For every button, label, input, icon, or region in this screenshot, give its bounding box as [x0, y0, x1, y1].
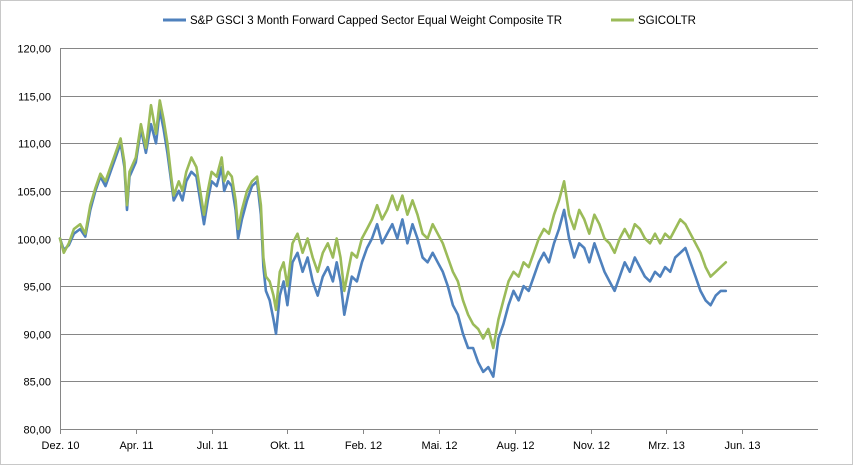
x-tick-label: Aug. 12 [497, 440, 535, 452]
y-tick-label: 115,00 [18, 92, 51, 104]
y-tick-label: 85,00 [23, 377, 51, 389]
x-tick-label: Feb. 12 [345, 440, 382, 452]
y-tick-label: 90,00 [23, 330, 51, 342]
legend-label-sgicoltr: SGICOLTR [638, 15, 696, 27]
legend-label-sp-gsci: S&P GSCI 3 Month Forward Capped Sector E… [190, 15, 562, 27]
y-tick-label: 105,00 [17, 187, 51, 199]
x-tick-label: Apr. 11 [119, 440, 153, 452]
y-tick-label: 120,00 [17, 44, 51, 56]
y-tick-label: 80,00 [23, 425, 51, 437]
y-tick-label: 110,00 [18, 139, 51, 151]
x-tick-label: Dez. 10 [42, 440, 80, 452]
series-line-sgicoltr [58, 99, 728, 350]
x-tick-label: Okt. 11 [270, 440, 305, 452]
x-tick-label: Mai. 12 [421, 440, 457, 452]
y-tick-label: 95,00 [23, 282, 51, 294]
x-tick-labels: Dez. 10 Apr. 11 Jul. 11 Okt. 11 Feb. 12 Mai. … [42, 440, 761, 452]
series-lines [58, 99, 728, 378]
y-tick-label: 100,00 [17, 235, 51, 247]
y-tick-labels: 120,00 115,00 110,00 105,00 100,00 95,00 90,00… [17, 44, 51, 437]
x-tick-label: Jun. 13 [724, 440, 760, 452]
x-tick-label: Mrz. 13 [648, 440, 685, 452]
legend: S&P GSCI 3 Month Forward Capped Sector E… [163, 15, 696, 27]
x-tick-label: Jul. 11 [197, 440, 229, 452]
x-tick-label: Nov. 12 [573, 440, 610, 452]
